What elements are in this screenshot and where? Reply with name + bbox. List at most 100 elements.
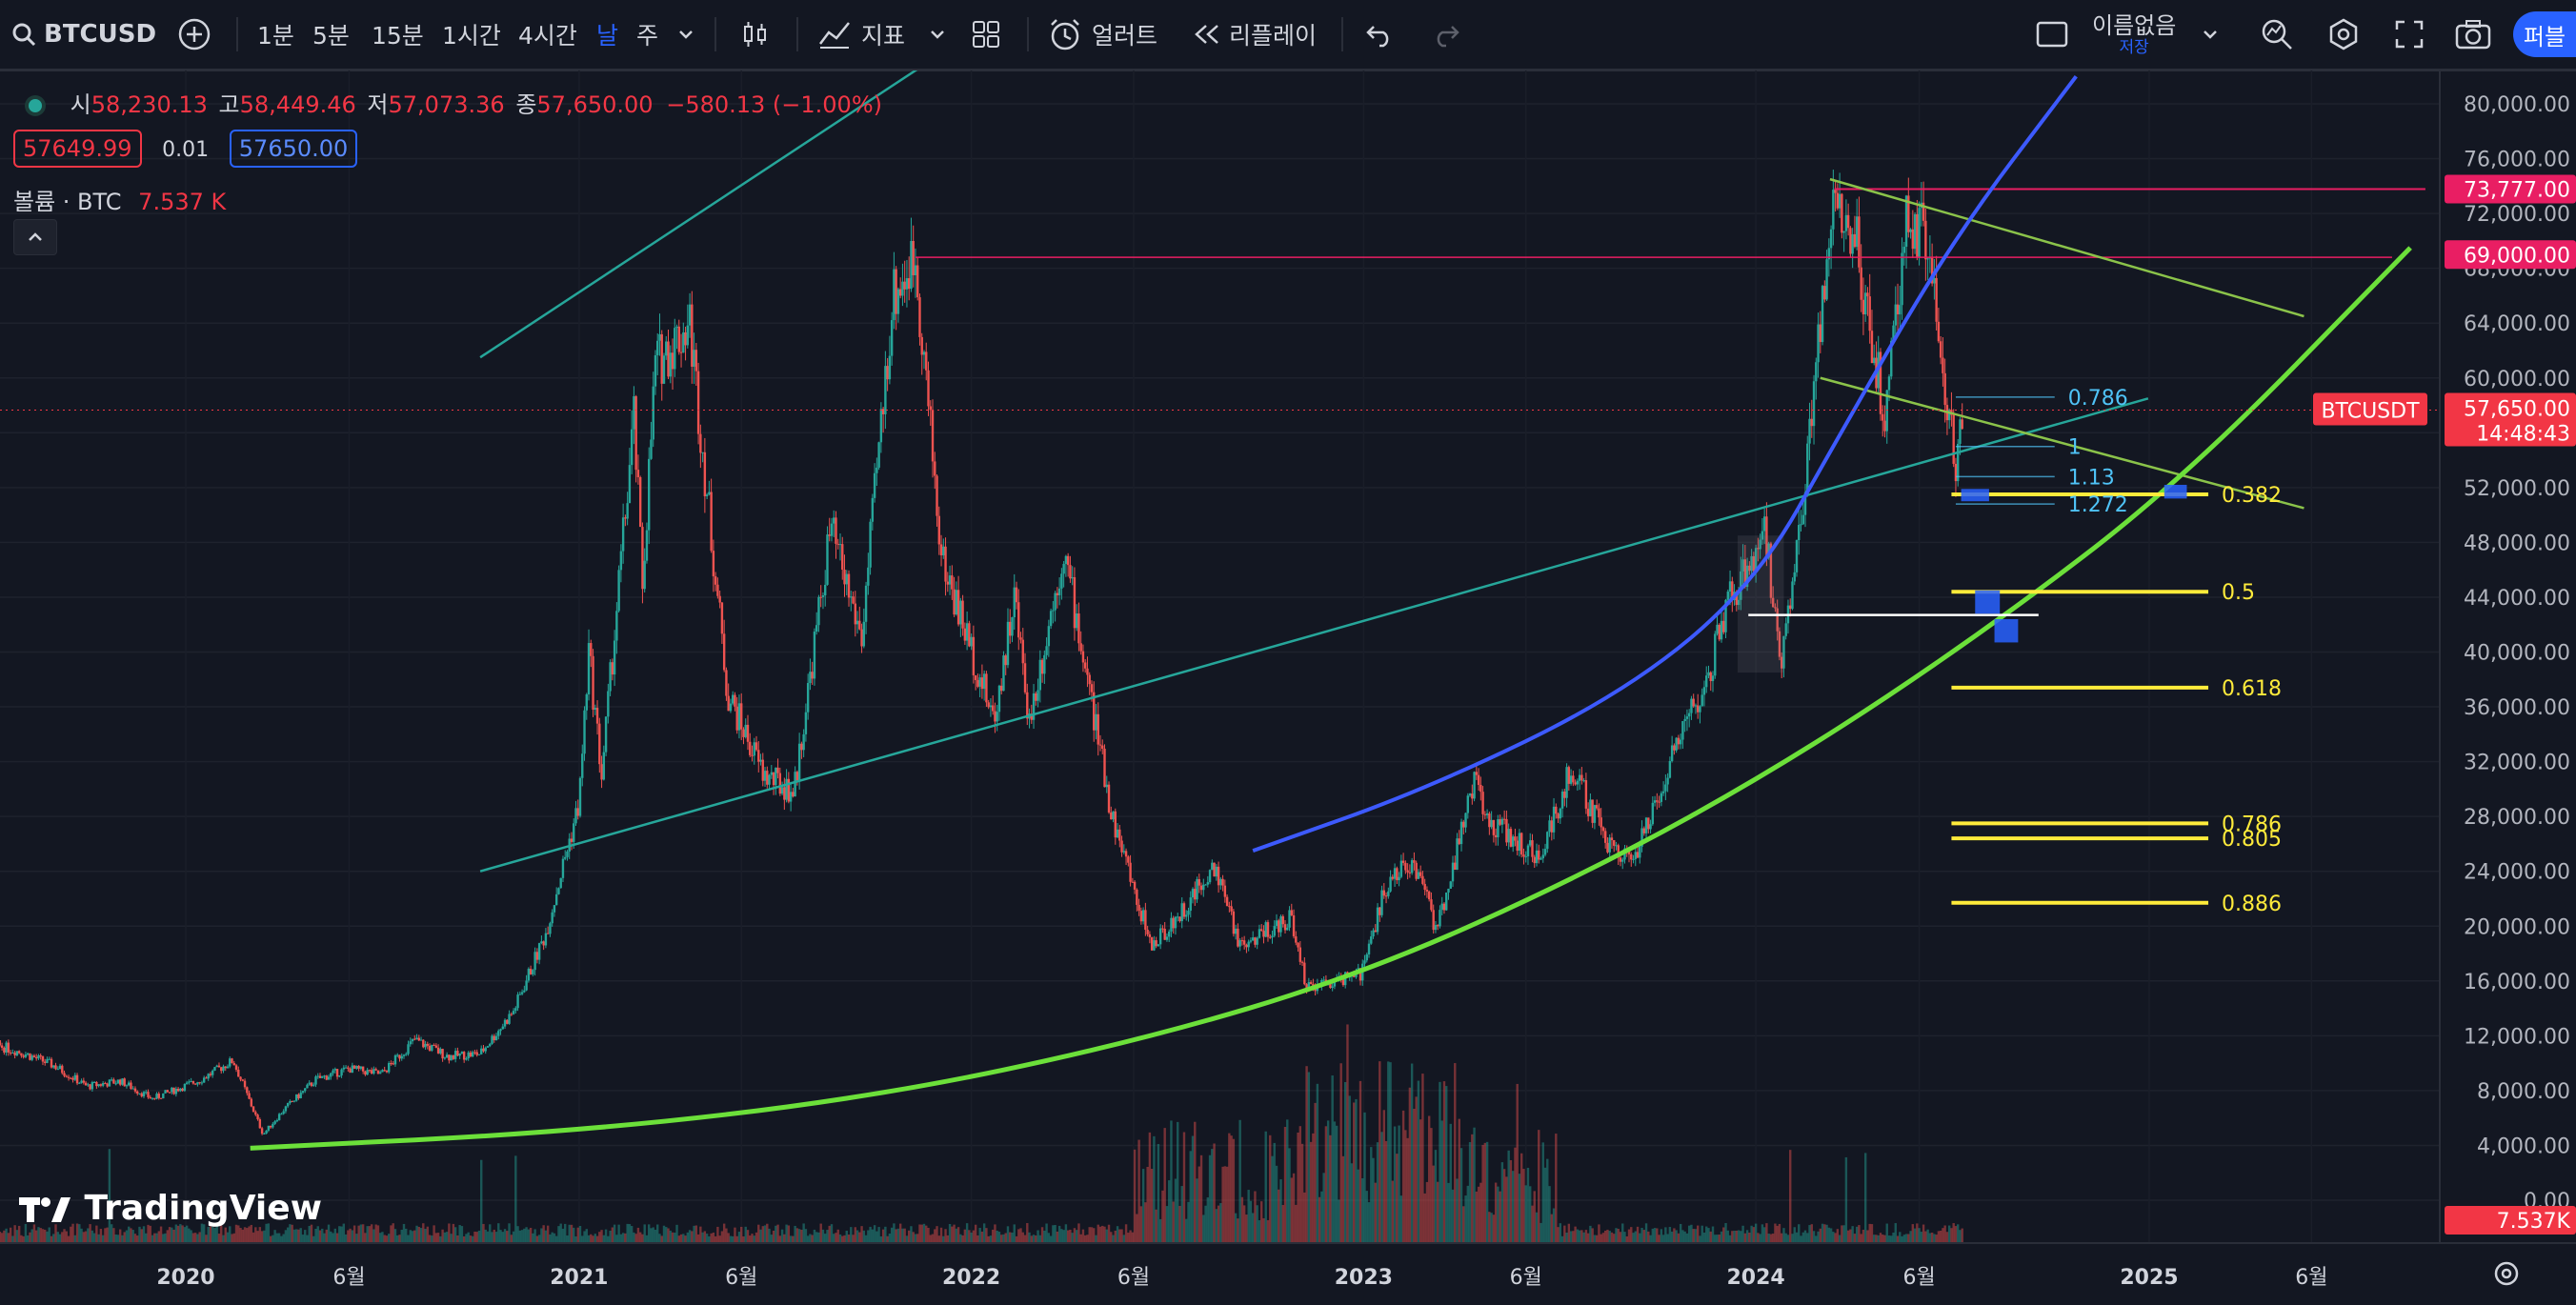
interval-5m[interactable]: 5분	[312, 22, 350, 50]
price-chart[interactable]: 0.3820.50.6180.7860.8050.8860.78611.131.…	[0, 70, 2439, 1242]
chart-type-button[interactable]	[739, 0, 772, 69]
interval-1m[interactable]: 1분	[257, 22, 294, 50]
volume-bar	[1043, 1230, 1046, 1242]
candle-body	[1133, 881, 1137, 890]
volume-bar	[1707, 1228, 1710, 1242]
candle-body	[489, 1043, 492, 1047]
volume-bar	[1150, 1169, 1154, 1242]
ask-button[interactable]: 57650.00	[229, 130, 358, 168]
candle-body	[286, 1102, 290, 1107]
collapse-legend-button[interactable]	[13, 219, 57, 255]
candle-body	[1745, 565, 1749, 587]
brand-name: TradingView	[84, 1189, 322, 1228]
volume-bar	[1430, 1128, 1433, 1242]
candle-body	[1208, 870, 1212, 883]
candle-body	[1735, 592, 1739, 606]
price-axis[interactable]: 0.004,000.008,000.0012,000.0016,000.0020…	[2439, 70, 2576, 1242]
rewind-icon	[1195, 25, 1218, 44]
candle-body	[768, 774, 771, 785]
interval-15m[interactable]: 15분	[372, 22, 424, 50]
candle-body	[1447, 888, 1450, 893]
candle-body	[650, 439, 653, 459]
candle-body	[121, 1078, 124, 1085]
candle-body	[431, 1045, 433, 1051]
candle-body	[1661, 791, 1665, 793]
volume-bar	[112, 1228, 115, 1242]
interval-4h[interactable]: 4시간	[518, 22, 577, 50]
candle-body	[1144, 910, 1147, 931]
candle-body	[645, 530, 649, 561]
candle-body	[256, 1114, 259, 1119]
quick-search-button[interactable]	[2260, 0, 2294, 69]
volume-bar	[383, 1235, 386, 1242]
undo-button[interactable]	[1364, 0, 1395, 69]
layout-toggle-button[interactable]	[2035, 0, 2069, 69]
volume-bar	[925, 1225, 928, 1242]
candle-body	[757, 750, 760, 762]
volume-bar	[976, 1235, 979, 1242]
candle-body	[1737, 599, 1741, 606]
replay-button[interactable]: 리플레이	[1193, 0, 1317, 69]
candle-body	[1036, 690, 1039, 701]
candle-body	[1873, 357, 1876, 364]
volume-bar	[1690, 1224, 1693, 1242]
settings-button[interactable]	[2326, 0, 2361, 69]
candle-body	[1832, 190, 1835, 230]
compare-button[interactable]	[177, 0, 211, 69]
interval-dropdown[interactable]	[676, 0, 695, 69]
fib-level-label: 0.886	[2222, 893, 2282, 916]
price-tick-label: 64,000.00	[2464, 312, 2570, 336]
candle-body	[576, 808, 579, 816]
volume-bar	[1685, 1233, 1689, 1242]
candle-body	[734, 694, 736, 707]
candle-body	[17, 1051, 21, 1054]
redo-button[interactable]	[1431, 0, 1461, 69]
candle-body	[497, 1031, 500, 1036]
volume-bar	[1032, 1235, 1036, 1242]
candle-body	[826, 534, 829, 585]
layout-name: 이름없음	[2092, 12, 2177, 39]
candle-body	[1054, 592, 1057, 611]
candle-body	[729, 703, 733, 712]
interval-week[interactable]: 주	[636, 22, 659, 50]
candle-body	[1237, 928, 1239, 947]
axis-settings-button[interactable]	[2494, 1261, 2519, 1286]
candle-body	[830, 523, 834, 536]
volume-bar	[1892, 1232, 1895, 1242]
time-axis[interactable]: 2020 6월 2021 6월 2022 6월 2023 6월 2024 6월 2025 6월	[0, 1242, 2576, 1305]
screenshot-button[interactable]	[2454, 0, 2492, 69]
volume-bar	[804, 1229, 808, 1242]
indicators-dropdown[interactable]	[928, 0, 947, 69]
candle-body	[532, 970, 534, 974]
symbol-search-button[interactable]: BTCUSD	[11, 0, 156, 69]
layout-grid-button[interactable]	[970, 0, 1002, 69]
candle-body	[1406, 870, 1409, 873]
candle-body	[770, 772, 774, 775]
layout-dropdown[interactable]	[2201, 0, 2220, 69]
interval-1h[interactable]: 1시간	[442, 22, 501, 50]
volume-bar	[1445, 1086, 1448, 1242]
volume-bar	[514, 1155, 517, 1242]
volume-bar	[1670, 1231, 1674, 1242]
candle-body	[1197, 878, 1200, 886]
volume-bar	[1875, 1235, 1878, 1242]
candle-body	[1081, 651, 1085, 663]
bid-button[interactable]: 57649.99	[13, 130, 142, 168]
tradingview-logo[interactable]: TradingView	[17, 1189, 322, 1228]
publish-button[interactable]: 퍼블	[2513, 11, 2576, 57]
volume-bar	[1904, 1234, 1908, 1242]
candle-body	[1093, 692, 1096, 731]
alert-button[interactable]: 얼러트	[1048, 0, 1157, 69]
indicators-button[interactable]: 지표	[817, 0, 905, 69]
volume-bar	[1926, 1229, 1929, 1242]
candle-body	[46, 1058, 49, 1063]
fullscreen-button[interactable]	[2393, 0, 2425, 69]
volume-bar	[1860, 1234, 1862, 1242]
candle-body	[308, 1082, 311, 1085]
volume-bar	[1399, 1195, 1403, 1242]
price-tick-label: 72,000.00	[2464, 203, 2570, 227]
candle-body	[101, 1083, 105, 1086]
layout-name-button[interactable]: 이름없음 저장	[2092, 0, 2176, 69]
volume-bar	[912, 1232, 915, 1242]
interval-day[interactable]: 날	[596, 22, 619, 50]
